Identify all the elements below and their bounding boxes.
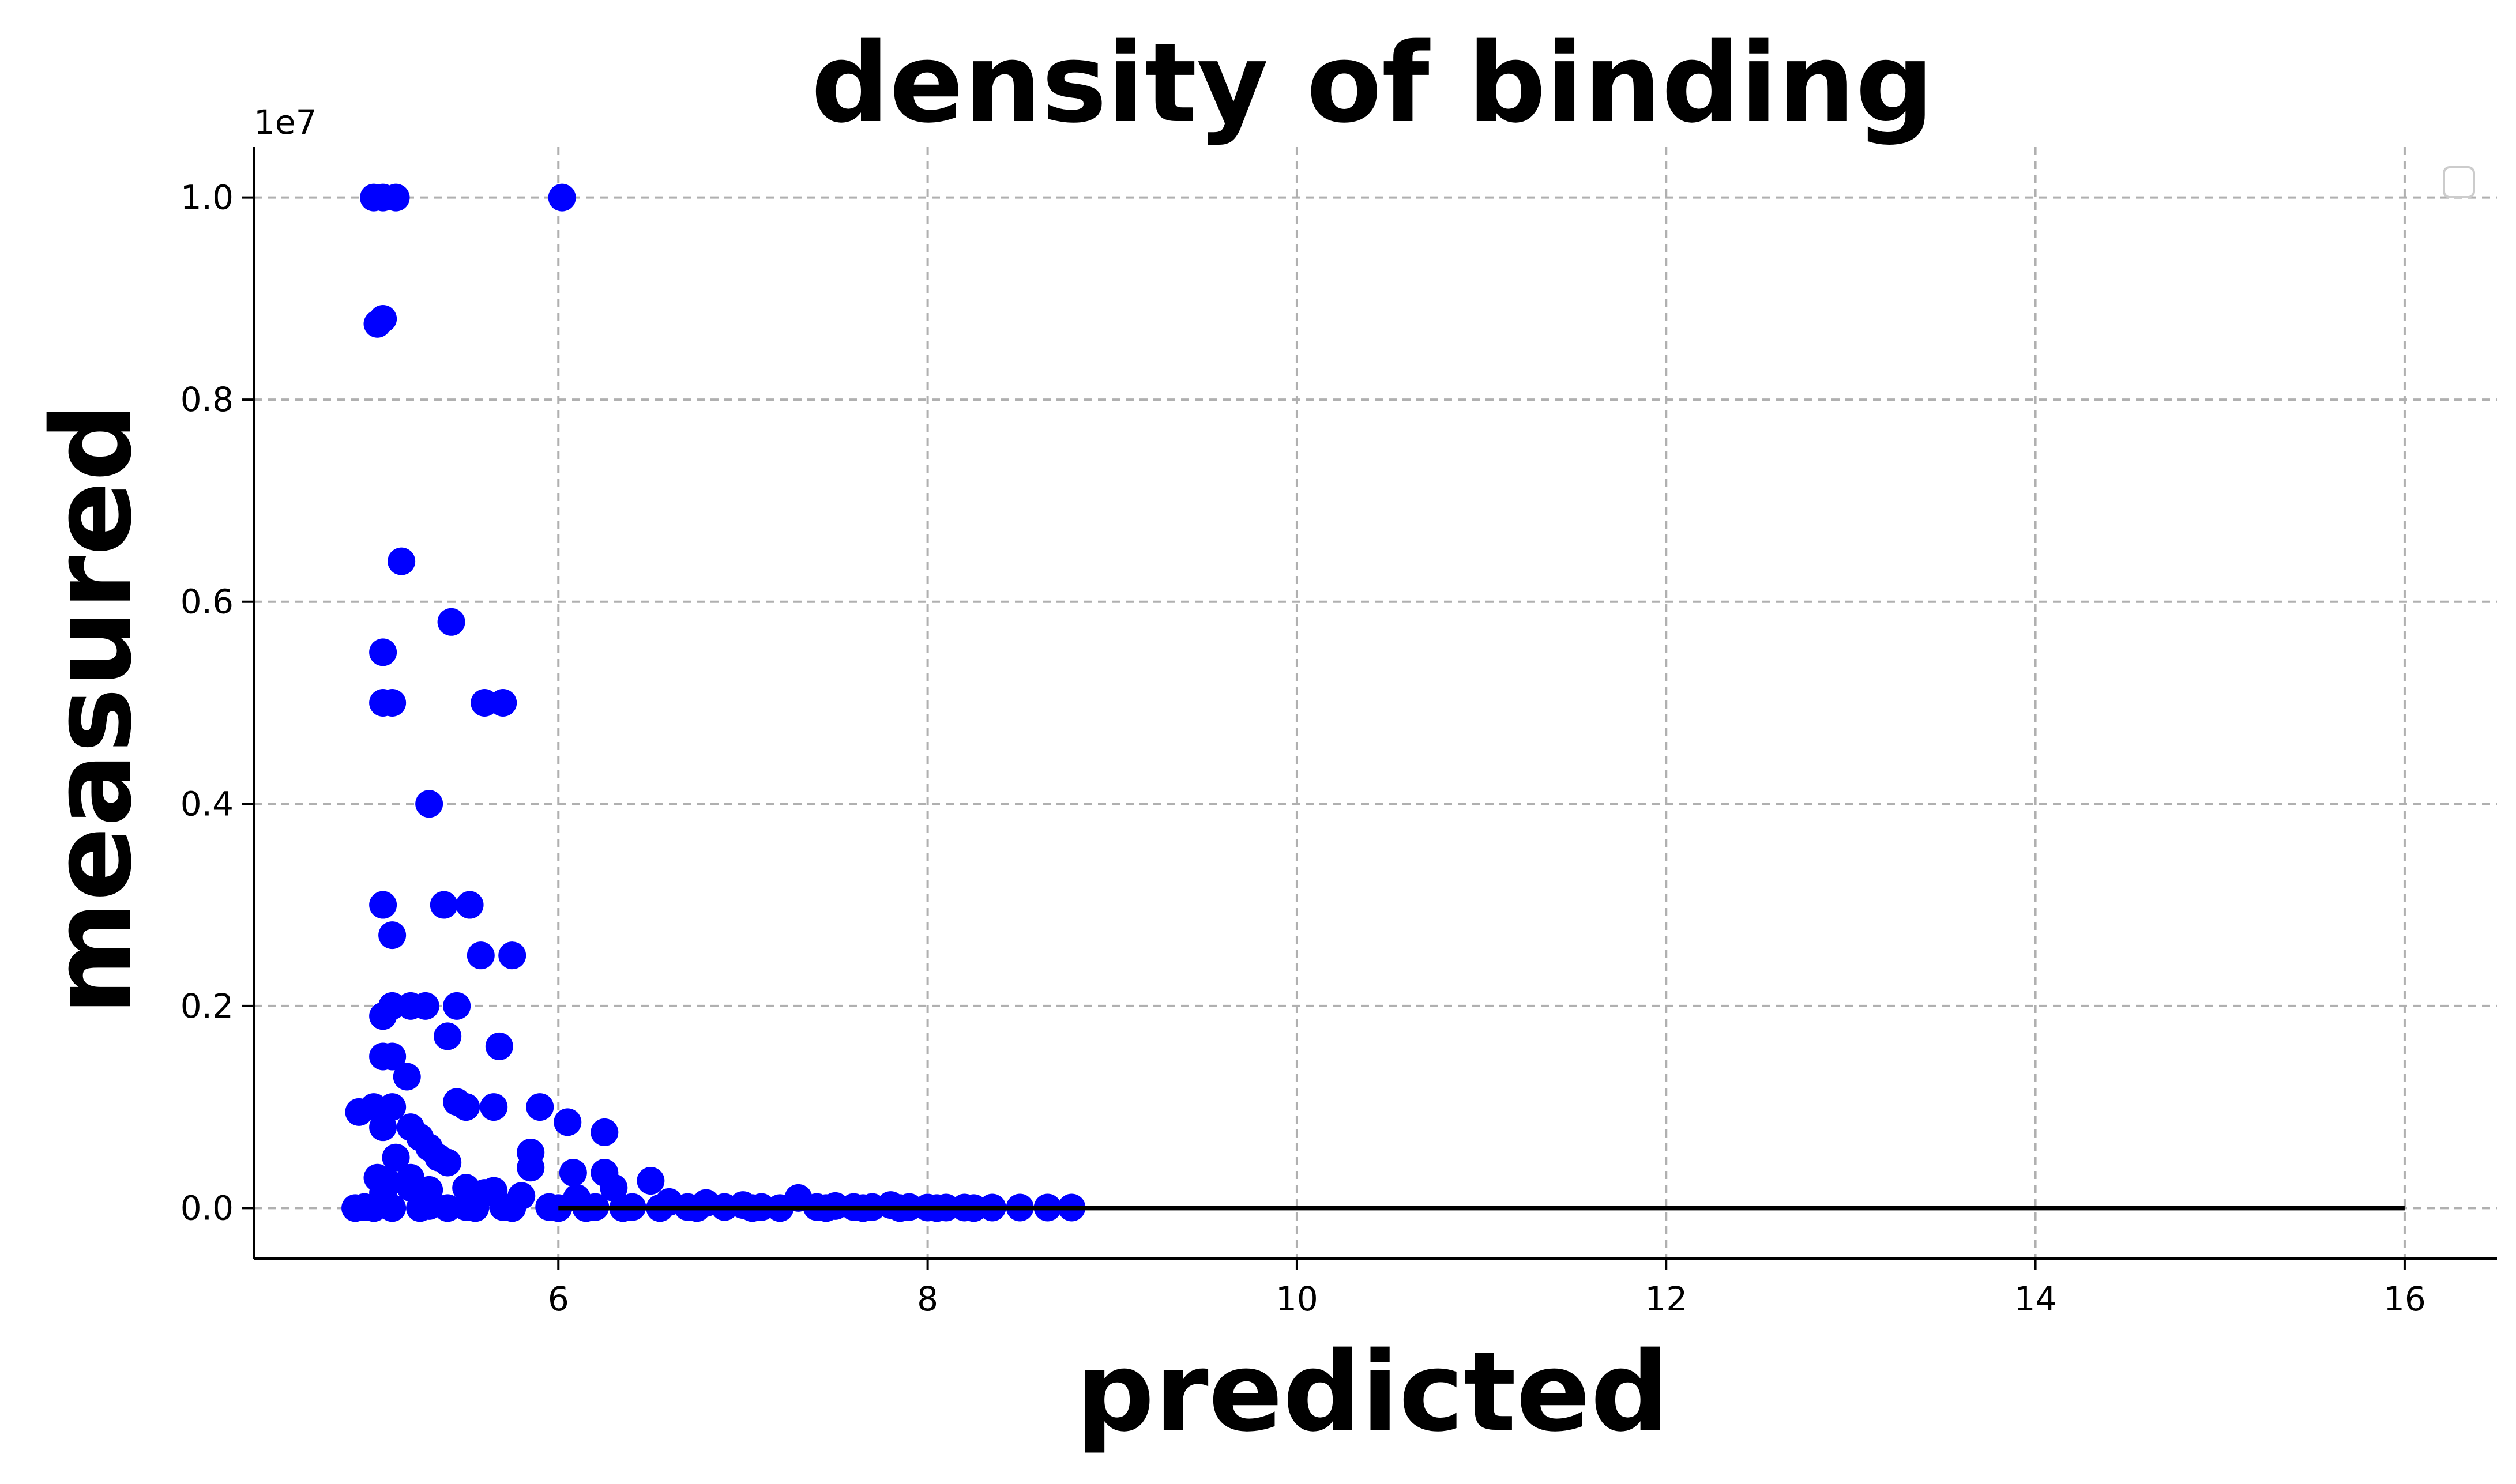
x-tick-label: 8 [917, 1279, 938, 1319]
data-point [378, 1194, 407, 1222]
data-point [382, 1143, 410, 1172]
data-point [498, 1194, 526, 1222]
data-point [434, 1148, 462, 1177]
data-point [443, 992, 471, 1020]
x-ticks: 6 8 10 12 14 16 [548, 1259, 2426, 1319]
grid-lines [254, 147, 2497, 1259]
axes [253, 147, 2497, 1260]
data-point [489, 689, 517, 717]
y-tick-label: 0.6 [180, 582, 234, 622]
x-tick-label: 10 [1276, 1279, 1318, 1319]
x-tick-label: 14 [2014, 1279, 2057, 1319]
chart-title: density of binding [811, 20, 1934, 147]
data-point [517, 1154, 545, 1182]
data-point [591, 1118, 619, 1146]
data-point [415, 790, 443, 818]
y-tick-label: 0.8 [180, 380, 234, 419]
data-point [393, 1063, 421, 1091]
data-point [369, 638, 397, 666]
x-tick-label: 16 [2383, 1279, 2426, 1319]
data-point [526, 1093, 554, 1121]
data-point [411, 992, 439, 1020]
x-axis-label: predicted [1076, 1328, 1669, 1456]
data-point [498, 941, 526, 970]
data-point [382, 183, 410, 212]
y-axis-label: measured [28, 403, 156, 1015]
data-point [480, 1093, 508, 1121]
x-tick-label: 6 [548, 1279, 569, 1319]
data-point [369, 891, 397, 919]
data-point [378, 1042, 407, 1071]
legend-box [2443, 166, 2475, 198]
data-point [554, 1108, 582, 1136]
data-point [637, 1167, 665, 1195]
data-point [430, 891, 458, 919]
x-tick-label: 12 [1645, 1279, 1687, 1319]
data-point [369, 1113, 397, 1142]
data-point [548, 183, 576, 212]
data-point [452, 1093, 480, 1121]
y-offset-label: 1e7 [254, 103, 317, 142]
data-point [456, 891, 484, 919]
y-tick-label: 0.4 [180, 784, 234, 823]
data-point [369, 1002, 397, 1030]
y-tick-label: 0.2 [180, 986, 234, 1026]
y-ticks: 0.0 0.2 0.4 0.6 0.8 1.0 [180, 178, 254, 1227]
data-point [378, 921, 407, 950]
data-point [406, 1194, 434, 1222]
data-point [485, 1032, 513, 1060]
data-point [437, 608, 465, 636]
data-point [388, 547, 416, 575]
data-point [461, 1194, 490, 1222]
data-point [363, 310, 392, 338]
data-point [467, 941, 495, 970]
y-tick-label: 0.0 [180, 1188, 234, 1227]
data-point [378, 689, 407, 717]
data-point [559, 1159, 587, 1187]
data-point [434, 1194, 462, 1222]
data-point [434, 1022, 462, 1050]
y-tick-label: 1.0 [180, 178, 234, 217]
data-points [341, 183, 1086, 1222]
